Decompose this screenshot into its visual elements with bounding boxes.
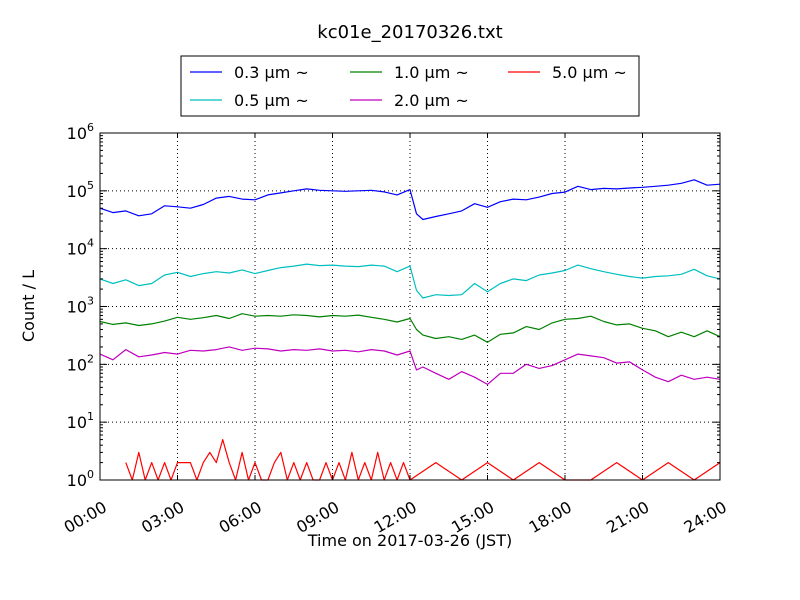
axis-ticks [99, 132, 721, 481]
legend-entry: 2.0 μm ~ [350, 91, 469, 110]
y-axis-title: Count / L [19, 270, 38, 342]
y-tick-label: 102 [67, 352, 94, 374]
legend-label: 0.5 μm ~ [234, 91, 309, 110]
legend-frame [180, 55, 640, 117]
y-tick-label: 103 [67, 295, 94, 317]
legend-entry: 1.0 μm ~ [350, 63, 469, 82]
legend-entry: 0.3 μm ~ [190, 63, 309, 82]
grid-lines [100, 133, 720, 480]
legend-label: 0.3 μm ~ [234, 63, 309, 82]
series-2 [99, 313, 721, 343]
legend: 0.3 μm ~ 0.5 μm ~ 1.0 μm ~ 2.0 μm ~ 5.0 μm ~ [180, 55, 640, 117]
y-tick-label: 100 [67, 468, 94, 490]
y-tick-label: 101 [67, 410, 94, 432]
y-tick-labels: 100 101 102 103 104 105 106 [67, 121, 94, 490]
chart-title: kc01e_20170326.txt [317, 22, 502, 43]
legend-entry: 0.5 μm ~ [190, 91, 309, 110]
y-tick-label: 105 [67, 179, 94, 201]
series-0 [99, 179, 721, 221]
legend-label: 2.0 μm ~ [394, 91, 469, 110]
series-line-2 [99, 313, 721, 343]
series-1 [99, 263, 721, 299]
legend-entry: 5.0 μm ~ [508, 63, 627, 82]
x-axis-title: Time on 2017-03-26 (JST) [307, 531, 512, 550]
legend-label: 1.0 μm ~ [394, 63, 469, 82]
series-line-3 [99, 346, 721, 385]
y-tick-label: 104 [67, 237, 94, 259]
series-line-4 [125, 439, 721, 481]
y-tick-label: 106 [67, 121, 94, 143]
series-4 [125, 439, 721, 481]
series-line-1 [99, 263, 721, 299]
series-layer [99, 179, 721, 481]
legend-label: 5.0 μm ~ [552, 63, 627, 82]
series-3 [99, 346, 721, 385]
series-line-0 [99, 179, 721, 221]
